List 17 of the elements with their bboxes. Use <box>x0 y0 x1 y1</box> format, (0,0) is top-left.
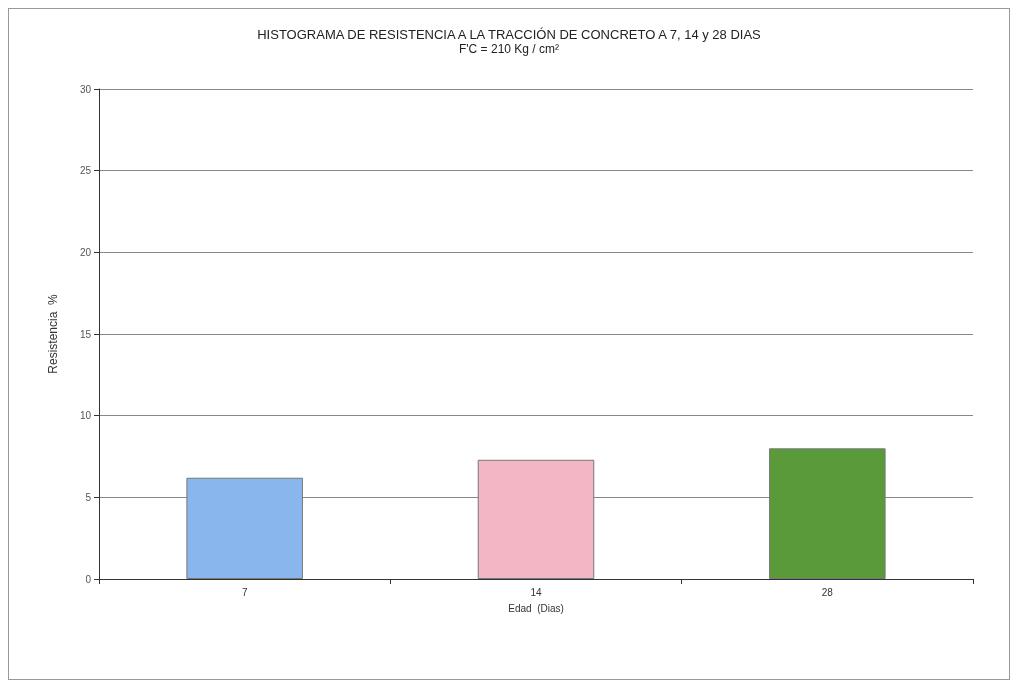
bar <box>769 448 886 579</box>
chart-title: HISTOGRAMA DE RESISTENCIA A LA TRACCIÓN DE CONCRETO A 7, 14 y 28 DIAS <box>257 27 762 42</box>
y-tick-label: 10 <box>79 410 92 422</box>
y-tick-label: 30 <box>79 83 92 95</box>
y-tick-label: 15 <box>79 328 92 340</box>
y-axis-title: Resistencia % <box>46 293 60 374</box>
y-tick-label: 0 <box>85 573 92 585</box>
x-tick-label: 7 <box>241 586 248 598</box>
bar <box>477 459 595 579</box>
y-tick-label: 5 <box>85 491 92 503</box>
bar <box>186 477 303 579</box>
x-tick-label: 28 <box>821 586 834 598</box>
x-axis-title: Edad (Dias) <box>508 602 564 614</box>
x-tick-label: 14 <box>530 586 542 598</box>
chart-subtitle: F'C = 210 Kg / cm² <box>459 42 559 56</box>
y-tick-label: 20 <box>79 246 92 258</box>
y-tick-label: 25 <box>79 165 92 177</box>
